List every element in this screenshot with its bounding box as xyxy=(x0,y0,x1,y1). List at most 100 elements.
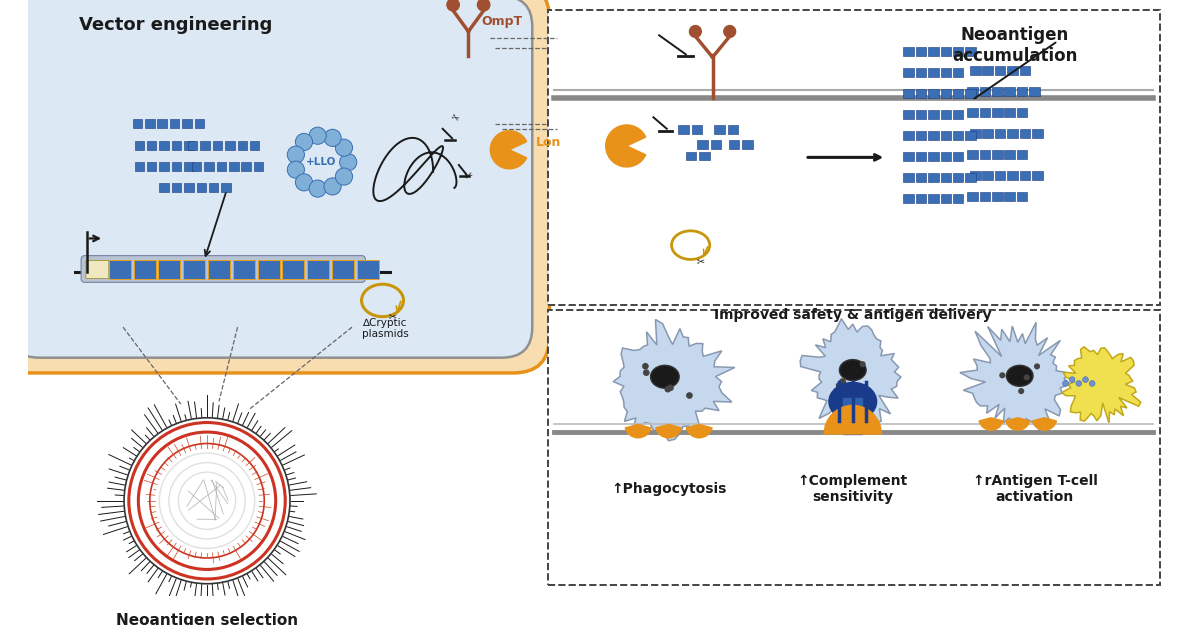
FancyBboxPatch shape xyxy=(184,261,205,279)
Circle shape xyxy=(287,161,305,178)
Polygon shape xyxy=(960,322,1070,432)
Ellipse shape xyxy=(1007,366,1033,386)
Bar xyxy=(250,141,259,150)
Bar xyxy=(953,68,964,78)
Circle shape xyxy=(839,378,845,384)
Bar xyxy=(904,131,914,140)
Bar xyxy=(941,89,952,98)
Bar xyxy=(238,141,247,150)
Bar xyxy=(182,119,192,127)
Bar xyxy=(160,141,169,150)
Circle shape xyxy=(1082,377,1088,382)
Circle shape xyxy=(642,363,649,369)
Bar xyxy=(1016,107,1027,118)
Circle shape xyxy=(724,26,736,38)
Bar xyxy=(200,141,210,150)
Bar xyxy=(742,140,752,149)
Bar xyxy=(172,183,181,192)
Bar xyxy=(979,192,990,201)
Bar xyxy=(953,173,964,182)
Circle shape xyxy=(690,26,701,38)
Text: ↑Phagocytosis: ↑Phagocytosis xyxy=(611,482,726,496)
Bar xyxy=(844,398,863,434)
Ellipse shape xyxy=(650,366,679,388)
Text: ↑Complement
sensitivity: ↑Complement sensitivity xyxy=(798,474,908,504)
Bar xyxy=(229,162,239,171)
Bar xyxy=(134,141,144,150)
Bar xyxy=(983,66,992,76)
Bar xyxy=(146,162,156,171)
Bar xyxy=(941,173,952,182)
Bar xyxy=(1020,66,1030,76)
Bar xyxy=(928,194,938,203)
Bar xyxy=(992,107,1002,118)
Wedge shape xyxy=(824,406,881,434)
FancyBboxPatch shape xyxy=(547,310,1160,585)
Bar xyxy=(216,162,226,171)
Bar xyxy=(916,47,926,56)
Bar xyxy=(1004,87,1015,96)
Circle shape xyxy=(107,401,307,601)
Bar xyxy=(916,68,926,78)
Bar xyxy=(172,141,181,150)
Text: Vector engineering: Vector engineering xyxy=(79,16,272,34)
Circle shape xyxy=(310,127,326,144)
Wedge shape xyxy=(979,418,1003,430)
Bar xyxy=(710,140,721,149)
Bar xyxy=(1032,171,1043,180)
Wedge shape xyxy=(625,424,652,438)
Circle shape xyxy=(310,180,326,197)
Bar xyxy=(928,152,938,161)
Bar xyxy=(995,66,1006,76)
Bar xyxy=(184,141,193,150)
Bar xyxy=(904,110,914,119)
Circle shape xyxy=(340,154,356,171)
Bar xyxy=(941,47,952,56)
FancyBboxPatch shape xyxy=(82,256,365,282)
Bar xyxy=(916,152,926,161)
Bar xyxy=(133,119,142,127)
Bar xyxy=(904,173,914,182)
Polygon shape xyxy=(613,319,734,441)
Bar xyxy=(970,66,980,76)
Bar xyxy=(145,119,155,127)
Bar xyxy=(184,162,193,171)
FancyBboxPatch shape xyxy=(109,261,131,279)
Bar xyxy=(916,131,926,140)
Bar xyxy=(941,194,952,203)
Circle shape xyxy=(335,139,353,156)
Wedge shape xyxy=(491,131,527,169)
Text: ✂: ✂ xyxy=(696,256,704,266)
FancyBboxPatch shape xyxy=(158,261,180,279)
Bar xyxy=(995,171,1006,180)
Bar xyxy=(1007,129,1018,138)
Bar xyxy=(928,89,938,98)
Bar xyxy=(1016,150,1027,159)
Bar xyxy=(928,47,938,56)
Ellipse shape xyxy=(829,382,877,421)
Bar xyxy=(700,152,709,160)
Bar xyxy=(953,110,964,119)
Circle shape xyxy=(667,384,673,391)
Circle shape xyxy=(478,0,490,11)
Circle shape xyxy=(643,369,649,376)
Text: ∆Cryptic
plasmids: ∆Cryptic plasmids xyxy=(361,318,408,339)
Wedge shape xyxy=(655,424,682,438)
FancyBboxPatch shape xyxy=(133,261,156,279)
Bar xyxy=(970,171,980,180)
Circle shape xyxy=(295,174,312,191)
Bar xyxy=(904,47,914,56)
FancyBboxPatch shape xyxy=(332,261,354,279)
Bar xyxy=(965,47,976,56)
Circle shape xyxy=(840,379,846,385)
Bar xyxy=(226,141,235,150)
FancyBboxPatch shape xyxy=(208,261,230,279)
Bar xyxy=(941,110,952,119)
Bar xyxy=(979,87,990,96)
Text: ↑rAntigen T-cell
activation: ↑rAntigen T-cell activation xyxy=(972,474,1097,504)
Bar xyxy=(904,68,914,78)
Polygon shape xyxy=(1062,347,1141,423)
Bar xyxy=(134,162,144,171)
Bar xyxy=(992,192,1002,201)
Bar xyxy=(678,125,689,134)
